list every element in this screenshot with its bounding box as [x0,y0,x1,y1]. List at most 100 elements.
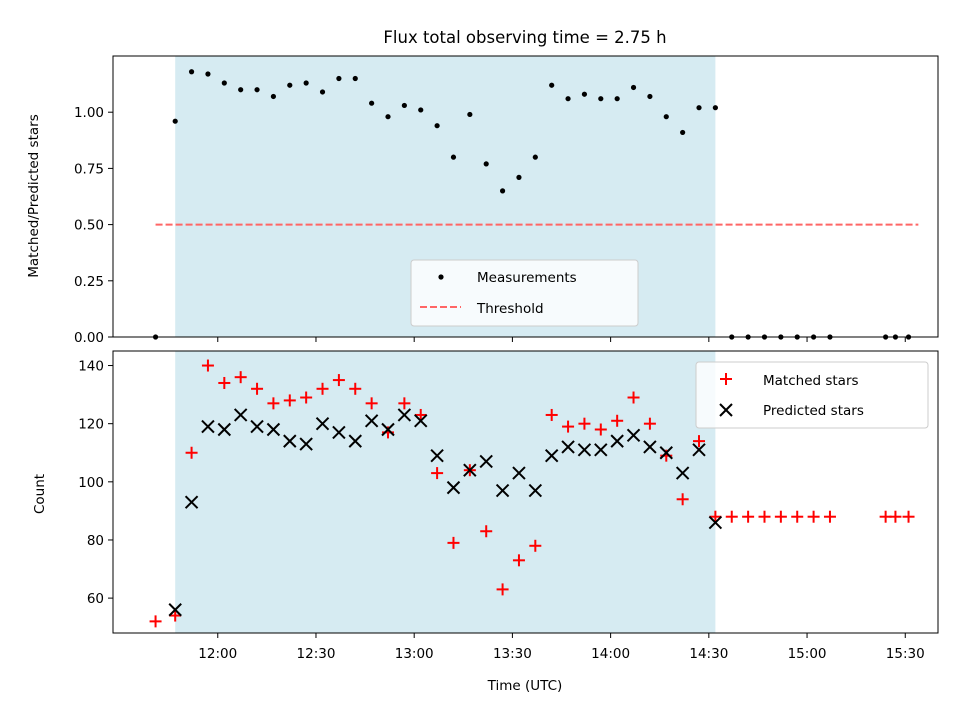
predicted-star-point [430,448,444,463]
legend-matched-marker [720,373,732,385]
matched-star-point [447,536,460,549]
top-y-tick-label: 0.75 [74,161,104,177]
x-tick-label: 13:00 [395,646,434,662]
measurement-point [418,107,424,113]
matched-star-point [676,493,689,506]
measurement-point [221,80,227,86]
predicted-star-point [659,446,673,460]
measurement-point [647,93,653,100]
x-tick-label: 15:30 [886,646,925,662]
predicted-star-point [184,495,199,509]
legend-threshold-label: Threshold [476,301,544,317]
top-y-tick-label: 0.50 [74,218,104,234]
matched-star-point [742,510,755,523]
matched-star-point [149,615,162,628]
matched-star-point [480,525,493,538]
measurement-point [434,123,440,129]
measurement-point [483,161,489,167]
predicted-star-point [675,466,690,480]
matched-star-point [791,510,804,523]
measurement-point [680,129,686,136]
legend-predicted-label: Predicted stars [763,403,864,419]
predicted-star-point [446,480,461,495]
predicted-star-point [283,434,297,448]
bottom-y-tick-label: 140 [78,359,104,375]
matched-star-point [902,510,915,523]
x-tick-label: 15:00 [788,646,827,662]
bottom-y-axis-label: Count [32,474,48,514]
matched-star-point [414,408,427,421]
predicted-star-point [266,422,281,437]
matched-star-point [185,446,198,459]
bottom-y-tick-label: 120 [78,417,104,433]
bottom-y-tick-label: 100 [78,475,104,491]
measurement-point [287,82,293,88]
top-legend: Measurements Threshold [410,259,639,327]
predicted-star-point [348,434,362,448]
matched-star-point [431,467,444,480]
matched-star-point [300,391,313,404]
predicted-star-point [217,422,232,437]
legend-matched-label: Matched stars [763,373,859,389]
measurement-point [319,89,326,95]
measurement-point [238,87,244,93]
predicted-star-point [168,603,182,617]
measurement-point [565,96,571,102]
predicted-star-point [610,434,624,448]
predicted-star-point [512,466,526,480]
predicted-star-point [479,454,493,469]
predicted-star-point [626,428,641,443]
predicted-star-point [594,443,608,457]
bottom-legend: Matched stars Predicted stars [695,361,929,429]
matched-star-point [889,510,902,523]
x-tick-label: 12:30 [297,646,336,662]
bottom-shaded-interval [175,351,716,633]
measurement-point [598,96,604,102]
matched-star-point [594,423,607,436]
measurement-point [205,71,211,77]
matched-star-point [267,397,280,410]
matched-star-point [709,510,722,523]
matched-star-point [234,371,247,384]
predicted-star-point [544,448,559,463]
legend-measurements-marker [438,274,444,280]
matched-star-point [201,359,214,372]
matched-star-point [627,391,640,404]
measurement-point [352,75,358,82]
x-tick-label: 13:30 [493,646,532,662]
measurement-point [581,91,588,97]
top-y-tick-label: 0.00 [74,330,104,346]
predicted-star-point [692,443,706,457]
predicted-star-point [495,483,510,498]
predicted-star-point [561,440,575,454]
x-axis-label: Time (UTC) [487,678,563,694]
matched-star-point [218,376,231,389]
matched-star-point [496,583,509,596]
measurement-point [663,114,669,120]
bottom-y-tick-label: 80 [87,533,104,549]
matched-star-point [774,510,787,523]
predicted-star-point [315,416,330,431]
matched-star-point [365,397,378,410]
predicted-star-point [397,408,412,422]
chart-title: Flux total observing time = 2.75 h [383,28,666,47]
measurement-point [385,114,391,120]
matched-star-point [512,554,525,567]
predicted-star-point [643,440,657,454]
matched-star-point [611,414,624,427]
measurement-point [499,188,506,194]
bottom-y-tick-label: 60 [87,591,104,607]
top-y-axis-label: Matched/Predicted stars [26,114,42,277]
predicted-star-point [364,414,379,428]
top-axes-frame [112,55,939,338]
predicted-star-point [528,483,543,498]
top-panel: 0.00 0.25 0.50 0.75 1.00 Matched/Predicted s… [26,55,939,346]
bottom-plot-area [149,351,915,633]
matched-star-point [529,539,542,552]
measurement-point [549,82,555,88]
measurement-point [532,154,538,160]
x-tick-label: 12:00 [198,646,237,662]
legend-measurements-label: Measurements [477,270,577,286]
bottom-x-axis: 12:00 12:30 13:00 13:30 14:00 14:30 15:00 15:30 [198,633,925,662]
